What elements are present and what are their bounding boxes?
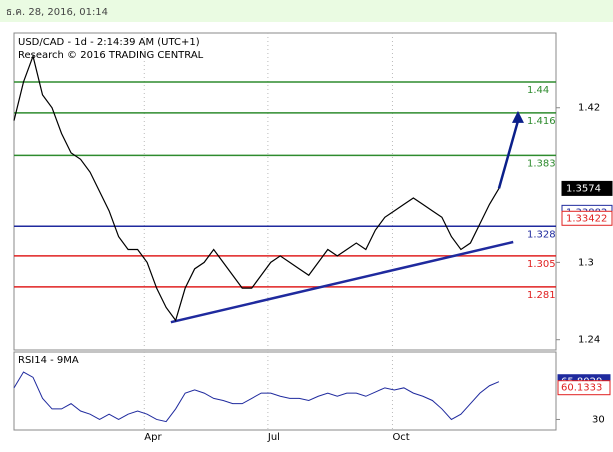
y-tick-label: 1.3	[578, 257, 594, 268]
price-marker-label: 1.3574	[566, 183, 601, 194]
rsi-line	[13, 371, 500, 423]
header-date: ธ.ค. 28, 2016, 01:14	[6, 7, 108, 18]
price-line	[13, 54, 500, 322]
x-tick-label: Jul	[267, 432, 280, 443]
rsi-panel	[13, 351, 557, 431]
header-bar	[0, 0, 613, 22]
price-marker	[561, 210, 613, 226]
trendline	[170, 240, 514, 324]
arrow-head	[511, 110, 524, 123]
chart-subtitle: Research © 2016 TRADING CENTRAL	[18, 50, 204, 61]
level-label: 1.305	[527, 259, 556, 270]
level-label: 1.383	[527, 158, 556, 169]
level-label: 1.328	[527, 229, 556, 240]
y-tick-label: 1.24	[578, 335, 600, 346]
level-label: 1.44	[527, 85, 549, 96]
price-marker-label: 1.33422	[566, 213, 607, 224]
y-tick-label: 1.42	[578, 103, 600, 114]
level-label: 1.416	[527, 116, 556, 127]
x-tick-label: Apr	[144, 432, 162, 443]
rsi-marker-label: 60.1333	[561, 383, 602, 394]
x-tick-label: Oct	[392, 432, 409, 443]
price-marker	[561, 180, 613, 196]
rsi-marker	[557, 380, 611, 396]
y-tick-label: 30	[592, 414, 605, 425]
level-label: 1.281	[527, 290, 556, 301]
projection-arrow	[497, 120, 520, 189]
rsi-title: RSI14 - 9MA	[18, 355, 79, 366]
price-panel	[13, 32, 557, 351]
chart-title: USD/CAD - 1d - 2:14:39 AM (UTC+1)	[18, 37, 200, 48]
